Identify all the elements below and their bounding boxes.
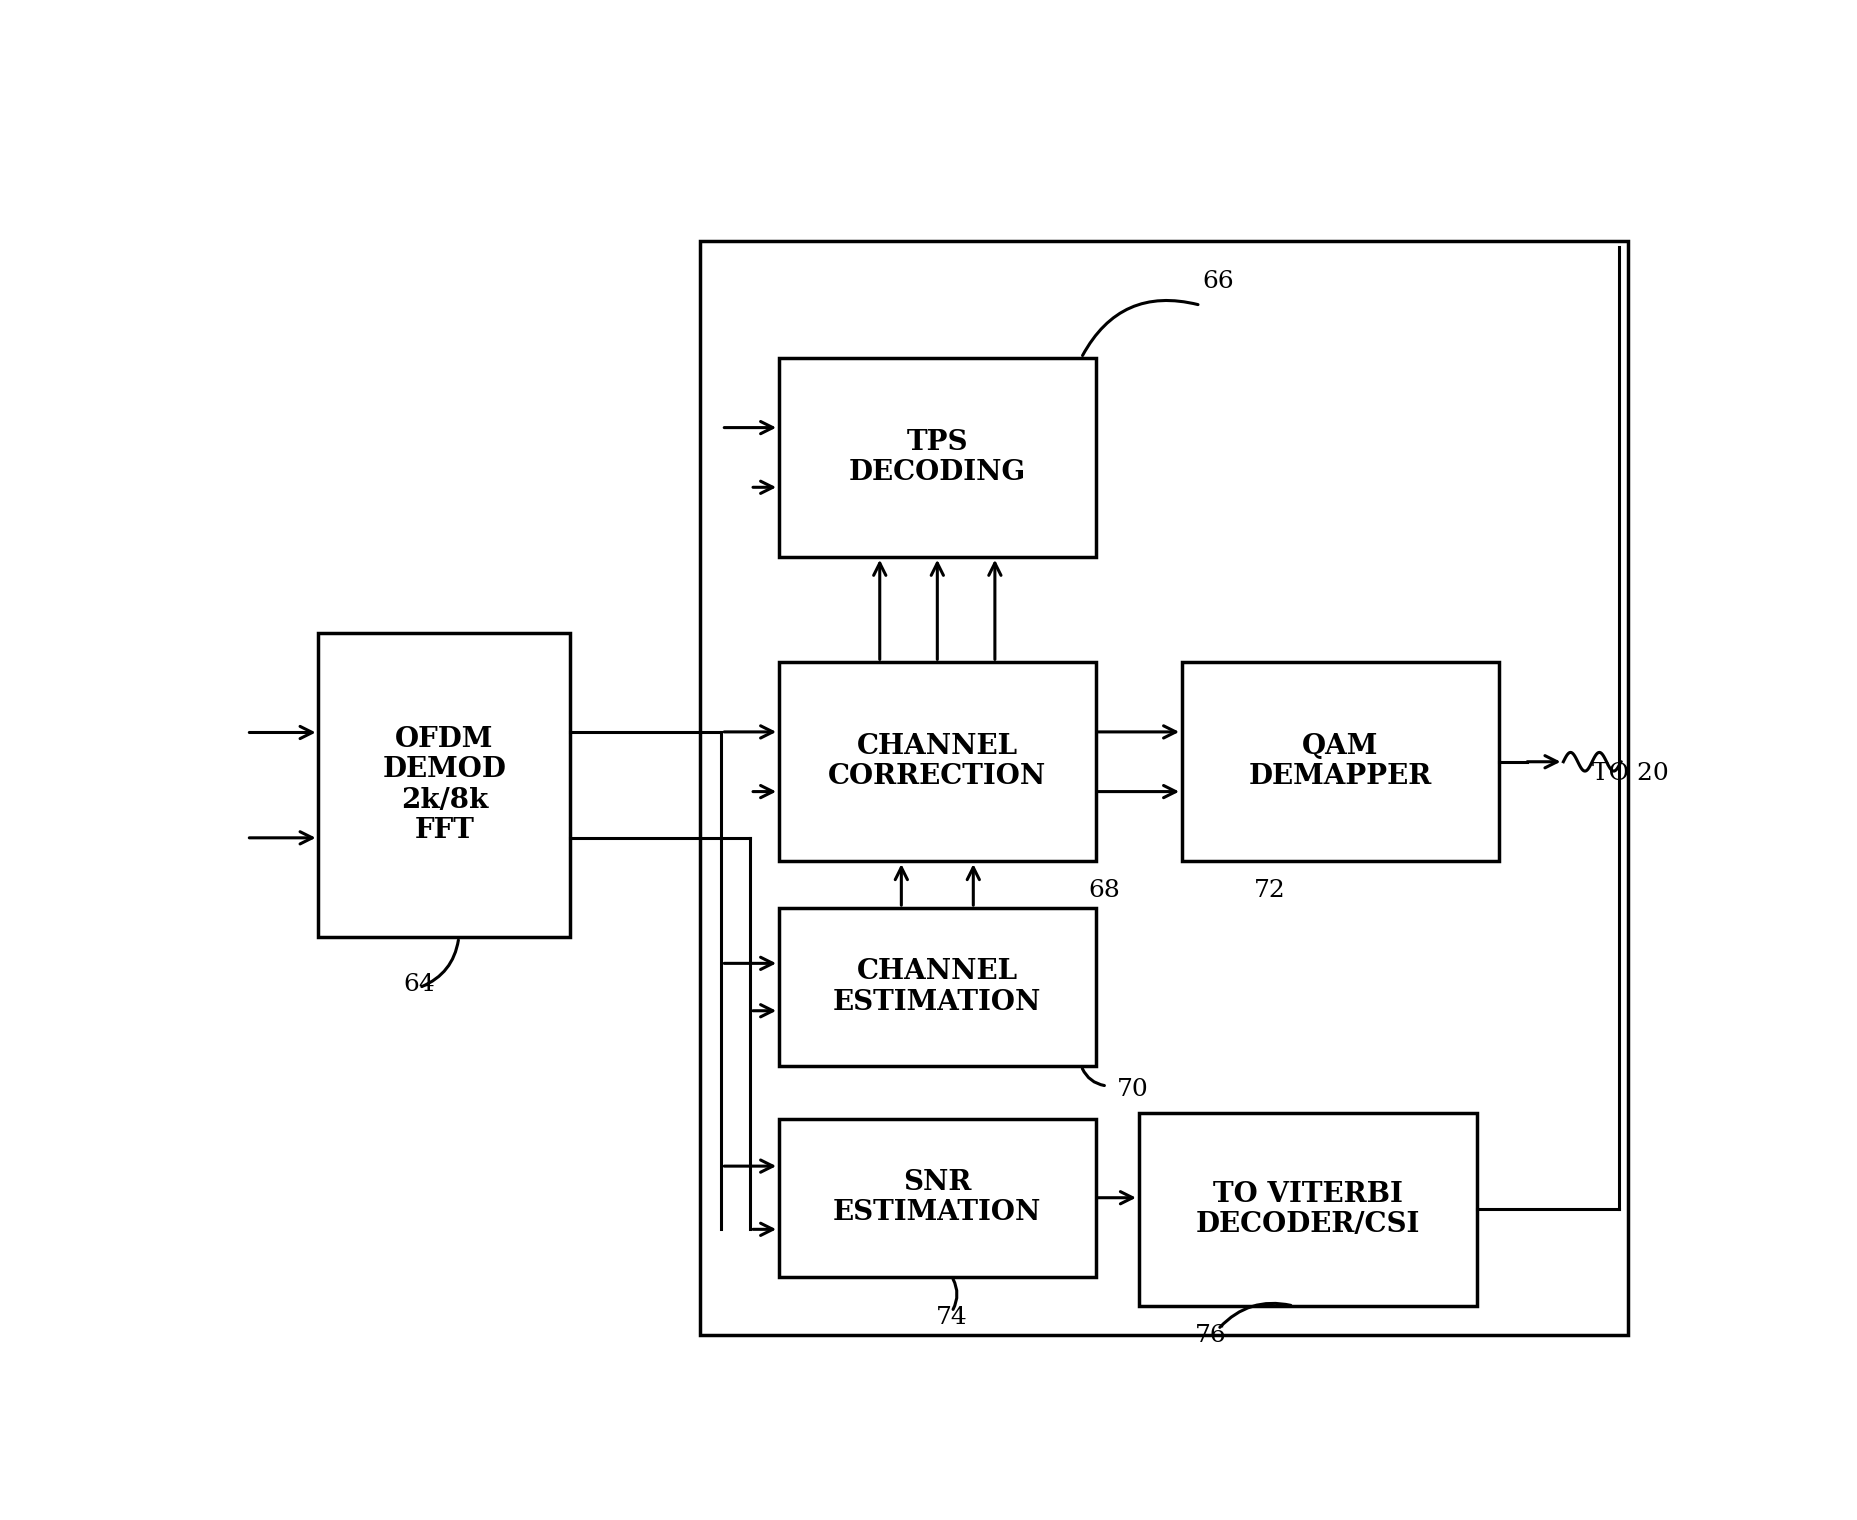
FancyArrowPatch shape	[1083, 1069, 1105, 1085]
Text: QAM: QAM	[1302, 733, 1378, 760]
Text: TPS: TPS	[906, 429, 967, 456]
Text: CORRECTION: CORRECTION	[828, 763, 1047, 790]
Bar	[780, 907, 1096, 1066]
FancyArrowPatch shape	[422, 939, 459, 986]
FancyArrowPatch shape	[1083, 301, 1198, 356]
Text: DECODING: DECODING	[849, 459, 1025, 486]
Bar	[780, 663, 1096, 862]
Bar	[780, 1119, 1096, 1277]
Bar	[1183, 663, 1499, 862]
FancyArrowPatch shape	[953, 1280, 956, 1309]
Text: 64: 64	[403, 973, 435, 996]
Text: CHANNEL: CHANNEL	[856, 958, 1018, 985]
Text: 72: 72	[1253, 879, 1285, 901]
Text: SNR: SNR	[903, 1169, 971, 1196]
Bar	[700, 242, 1629, 1335]
Text: TO VITERBI: TO VITERBI	[1213, 1181, 1402, 1208]
Text: ESTIMATION: ESTIMATION	[834, 1199, 1042, 1227]
Text: 2k/8k: 2k/8k	[401, 787, 488, 813]
Text: CHANNEL: CHANNEL	[856, 733, 1018, 760]
Text: DEMAPPER: DEMAPPER	[1248, 763, 1432, 790]
Bar	[1138, 1113, 1476, 1306]
Bar	[780, 359, 1096, 556]
Text: ESTIMATION: ESTIMATION	[834, 990, 1042, 1015]
Text: OFDM: OFDM	[396, 727, 494, 752]
Text: TO 20: TO 20	[1591, 762, 1669, 784]
Text: DEMOD: DEMOD	[383, 757, 507, 783]
Text: DECODER/CSI: DECODER/CSI	[1196, 1211, 1421, 1239]
Text: FFT: FFT	[414, 818, 474, 844]
Text: 66: 66	[1201, 271, 1233, 293]
Text: 74: 74	[936, 1306, 967, 1328]
FancyArrowPatch shape	[1220, 1303, 1291, 1327]
Text: 76: 76	[1194, 1324, 1227, 1347]
Bar	[319, 632, 570, 938]
Text: 68: 68	[1088, 879, 1120, 901]
Text: 70: 70	[1118, 1078, 1149, 1100]
